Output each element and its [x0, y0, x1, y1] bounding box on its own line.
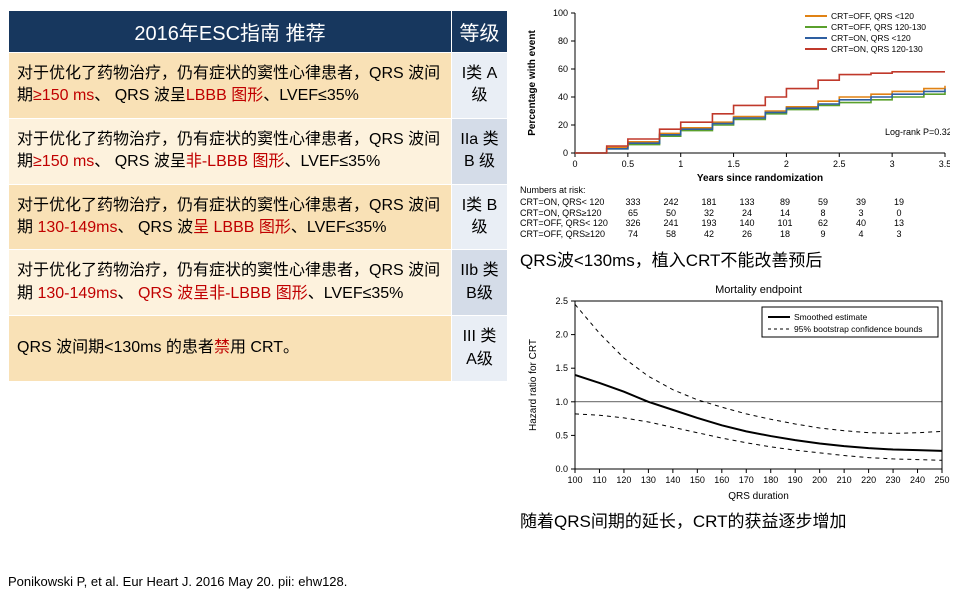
svg-text:2.0: 2.0	[555, 330, 568, 340]
hazard-chart: 0.0 0.5 1.0 1.5 2.0 2.5 100 110 120 130 140 150 160 1…	[520, 281, 950, 501]
svg-text:170: 170	[739, 475, 754, 485]
svg-text:240: 240	[910, 475, 925, 485]
svg-text:1.5: 1.5	[727, 159, 740, 169]
svg-text:0: 0	[563, 148, 568, 158]
svg-text:Mortality endpoint: Mortality endpoint	[715, 284, 802, 296]
svg-text:3.5: 3.5	[939, 159, 950, 169]
table-row-text: 对于优化了药物治疗，仍有症状的窦性心律患者，QRS 波间期≥150 ms、 QR…	[9, 118, 452, 184]
svg-text:1.5: 1.5	[555, 363, 568, 373]
svg-text:Years since randomization: Years since randomization	[697, 173, 823, 183]
svg-text:80: 80	[558, 36, 568, 46]
table-row-text: 对于优化了药物治疗，仍有症状的窦性心律患者，QRS 波间期 130-149ms、…	[9, 250, 452, 316]
svg-text:60: 60	[558, 64, 568, 74]
svg-text:CRT=ON, QRS 120-130: CRT=ON, QRS 120-130	[831, 44, 923, 54]
svg-text:140: 140	[665, 475, 680, 485]
svg-text:40: 40	[558, 92, 568, 102]
svg-text:190: 190	[788, 475, 803, 485]
header-recommendation: 2016年ESC指南 推荐	[9, 11, 452, 53]
svg-text:2: 2	[784, 159, 789, 169]
table-row-grade: III 类 A级	[452, 316, 508, 382]
svg-text:250: 250	[934, 475, 949, 485]
svg-text:Log-rank P=0.32: Log-rank P=0.32	[885, 127, 950, 137]
svg-text:2.5: 2.5	[833, 159, 846, 169]
header-grade: 等级	[452, 11, 508, 53]
guidelines-table: 2016年ESC指南 推荐 等级 对于优化了药物治疗，仍有症状的窦性心律患者，Q…	[8, 10, 508, 382]
table-row-grade: I类 A级	[452, 53, 508, 119]
svg-text:0.0: 0.0	[555, 464, 568, 474]
svg-text:CRT=OFF, QRS 120-130: CRT=OFF, QRS 120-130	[831, 22, 926, 32]
km-chart: 0 20 40 60 80 100 0 0.5 1 1.5 2 2.5 3 3.5 Percentage w…	[520, 8, 950, 183]
table-row-grade: I类 B级	[452, 184, 508, 250]
svg-text:1: 1	[678, 159, 683, 169]
svg-text:210: 210	[837, 475, 852, 485]
svg-text:CRT=OFF, QRS <120: CRT=OFF, QRS <120	[831, 11, 914, 21]
svg-text:1.0: 1.0	[555, 397, 568, 407]
table-row-text: 对于优化了药物治疗，仍有症状的窦性心律患者，QRS 波间期 130-149ms、…	[9, 184, 452, 250]
svg-text:200: 200	[812, 475, 827, 485]
svg-text:95% bootstrap confidence bound: 95% bootstrap confidence bounds	[794, 324, 923, 334]
svg-text:110: 110	[592, 475, 606, 485]
svg-text:3: 3	[890, 159, 895, 169]
table-row-text: 对于优化了药物治疗，仍有症状的窦性心律患者，QRS 波间期≥150 ms、 QR…	[9, 53, 452, 119]
svg-text:20: 20	[558, 120, 568, 130]
caption-2: 随着QRS间期的延长，CRT的获益逐步增加	[520, 507, 960, 532]
svg-text:Smoothed estimate: Smoothed estimate	[794, 312, 868, 322]
svg-text:130: 130	[641, 475, 656, 485]
svg-text:230: 230	[886, 475, 901, 485]
svg-text:2.5: 2.5	[555, 296, 568, 306]
svg-text:Percentage with event: Percentage with event	[527, 30, 538, 136]
numbers-at-risk: Numbers at risk:CRT=ON, QRS< 12033324218…	[520, 185, 960, 240]
table-row-text: QRS 波间期<130ms 的患者禁用 CRT。	[9, 316, 452, 382]
table-row-grade: IIb 类 B级	[452, 250, 508, 316]
citation: Ponikowski P, et al. Eur Heart J. 2016 M…	[8, 574, 347, 589]
svg-text:220: 220	[861, 475, 876, 485]
svg-text:0.5: 0.5	[622, 159, 635, 169]
svg-text:Hazard ratio for CRT: Hazard ratio for CRT	[528, 339, 539, 431]
svg-text:100: 100	[553, 8, 568, 18]
svg-text:0: 0	[572, 159, 577, 169]
svg-text:160: 160	[714, 475, 729, 485]
svg-text:0.5: 0.5	[555, 430, 568, 440]
caption-1: QRS波<130ms，植入CRT不能改善预后	[520, 246, 960, 271]
svg-text:QRS duration: QRS duration	[728, 491, 789, 501]
table-row-grade: IIa 类B 级	[452, 118, 508, 184]
svg-text:120: 120	[616, 475, 631, 485]
svg-text:100: 100	[567, 475, 582, 485]
svg-text:CRT=ON, QRS <120: CRT=ON, QRS <120	[831, 33, 911, 43]
svg-text:180: 180	[763, 475, 778, 485]
svg-text:150: 150	[690, 475, 705, 485]
